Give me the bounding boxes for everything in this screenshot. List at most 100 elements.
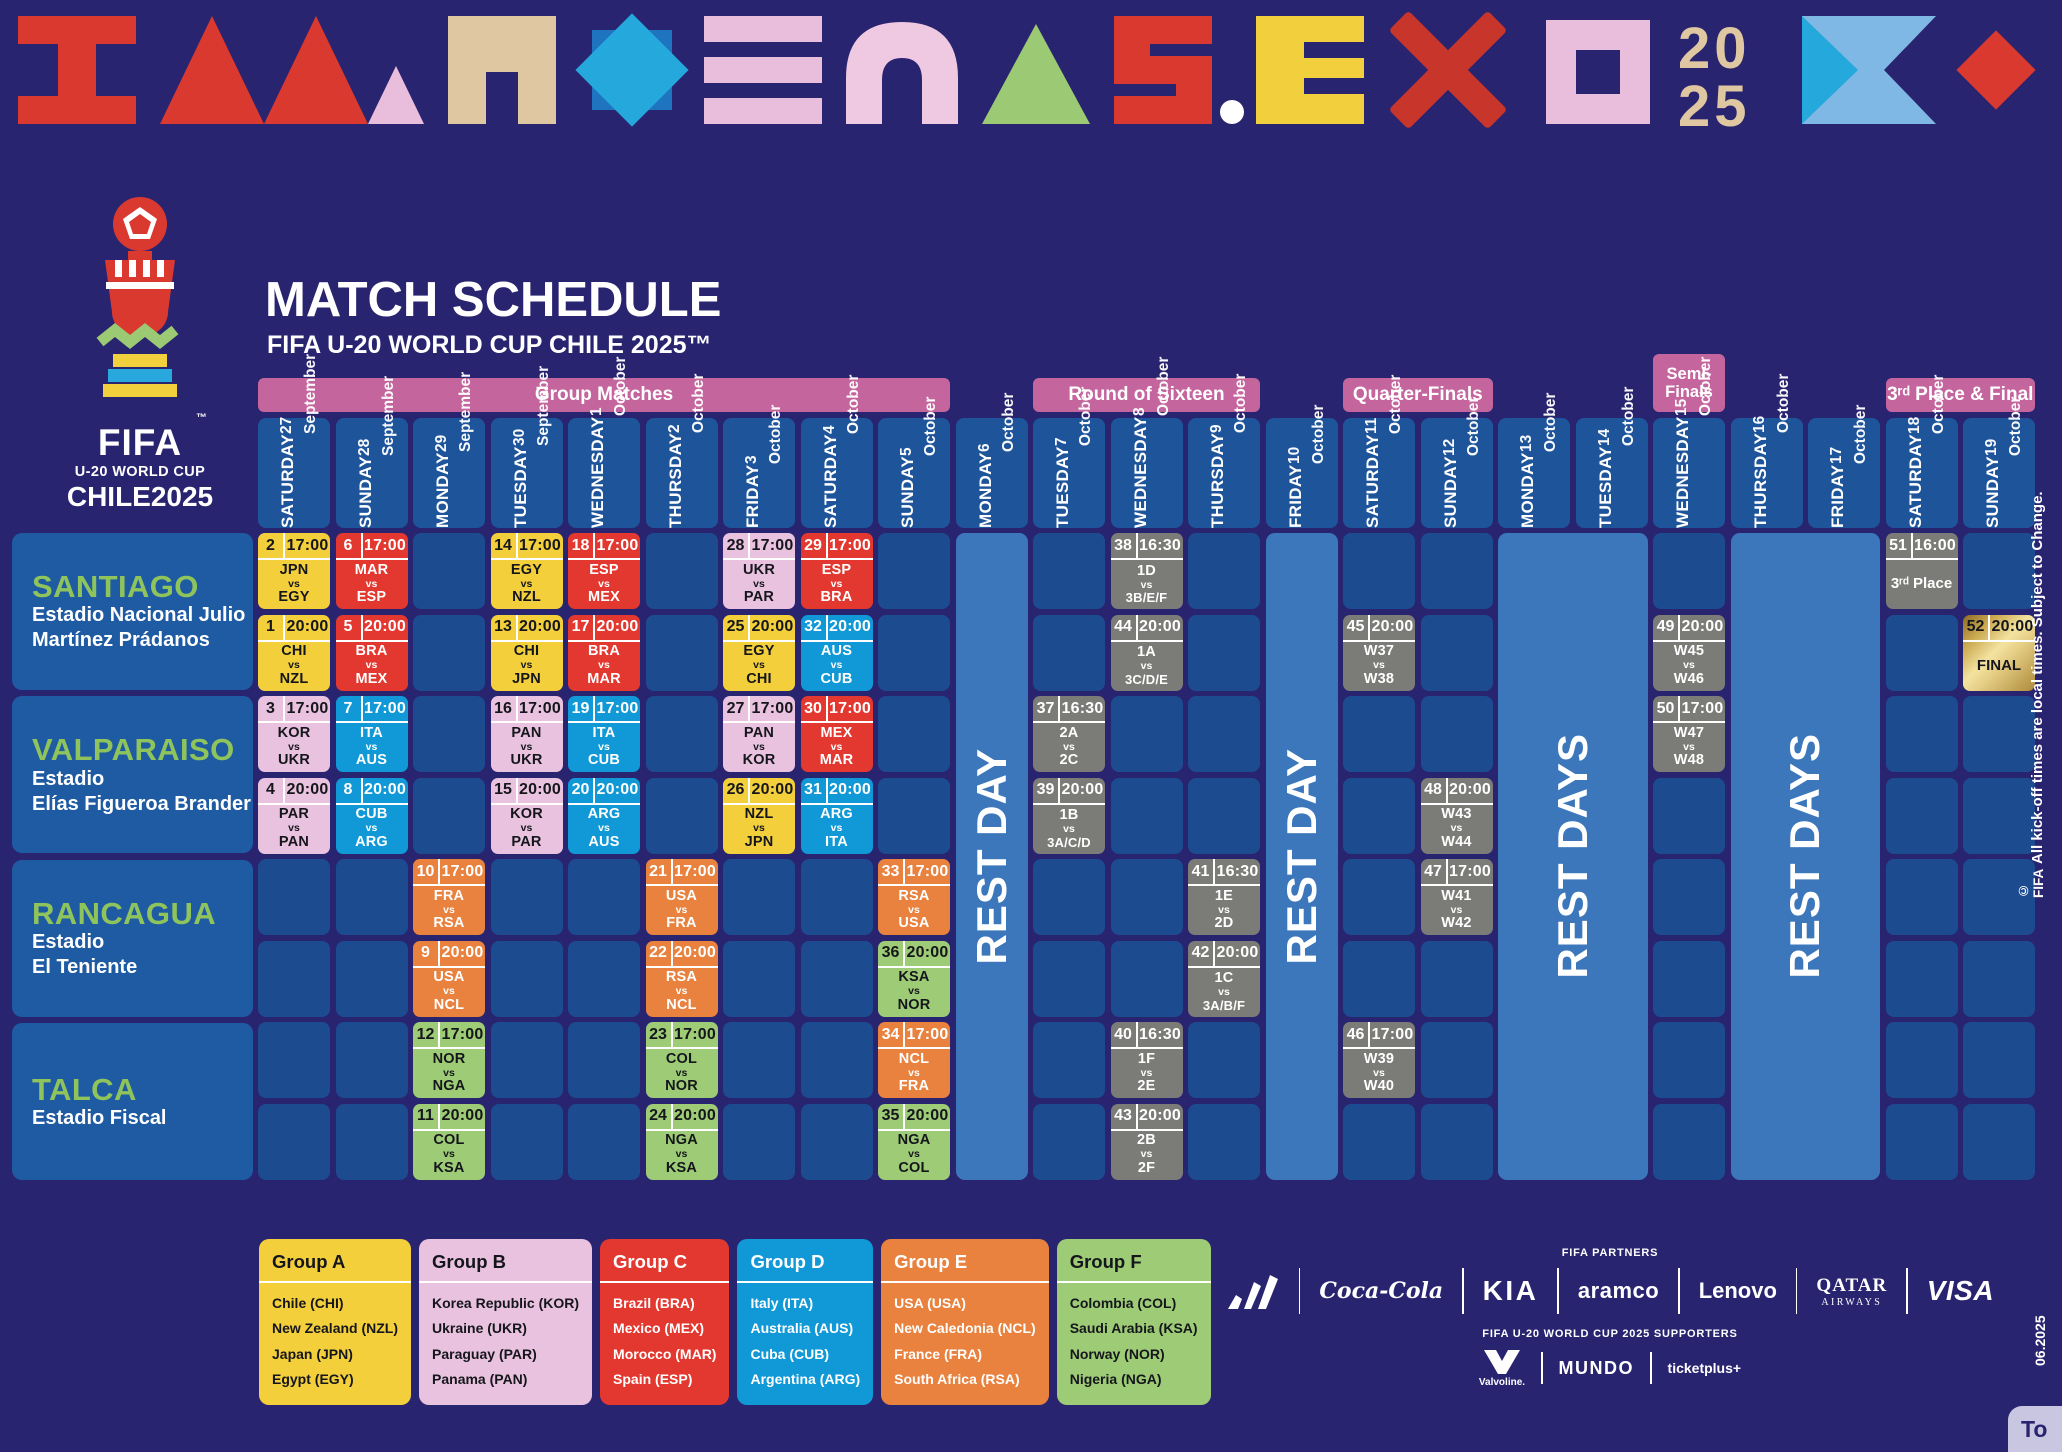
venue-city: TALCA bbox=[32, 1071, 137, 1107]
match-header: 40 16:30 bbox=[1110, 1022, 1183, 1049]
empty-cell bbox=[335, 1022, 408, 1098]
match-cell: 29 17:00 ESP vs BRA bbox=[800, 533, 873, 609]
match-header: 31 20:00 bbox=[800, 777, 873, 805]
airways-word: AIRWAYS bbox=[1821, 1296, 1883, 1308]
group-box-title: Group E bbox=[881, 1249, 1049, 1283]
venue-stadium: Martínez Prádanos bbox=[32, 629, 210, 652]
match-header: 30 17:00 bbox=[800, 696, 873, 723]
match-time: 17:00 bbox=[1371, 1025, 1414, 1043]
empty-cell bbox=[878, 777, 950, 854]
match-header: 46 17:00 bbox=[1343, 1022, 1415, 1049]
match-number: 38 bbox=[1111, 533, 1138, 558]
date-header: SATURDAY 18 October bbox=[1885, 374, 1958, 528]
date-date: 3 October bbox=[743, 404, 784, 464]
vs-label: vs bbox=[365, 577, 378, 590]
group-box-teams: Brazil (BRA) Mexico (MEX) Morocco (MAR) Spa… bbox=[613, 1291, 716, 1393]
group-team: Saudi Arabia (KSA) bbox=[1069, 1320, 1198, 1337]
date-header-text: WEDNESDAY 1 October bbox=[575, 356, 633, 527]
group-team: Chile (CHI) bbox=[272, 1295, 344, 1311]
vs-label: vs bbox=[520, 577, 533, 590]
empty-cell bbox=[878, 614, 950, 691]
banner-year-top: 20 bbox=[1678, 16, 1751, 81]
empty-cell bbox=[413, 696, 485, 772]
home-team: MAR bbox=[354, 561, 389, 578]
sponsor-separator bbox=[1795, 1268, 1798, 1314]
vs-label: vs bbox=[598, 822, 610, 835]
match-cell: 36 20:00 KSA vs NOR bbox=[878, 940, 950, 1017]
partners-row: Coca-Cola KIA aramco Lenovo QATAR AIRWAYS VISA bbox=[1212, 1268, 2008, 1314]
match-number: 17 bbox=[568, 614, 595, 640]
date-header-text: MONDAY 13 October bbox=[1505, 392, 1563, 527]
date-dow: SUNDAY bbox=[1983, 455, 2002, 528]
corner-button[interactable]: To bbox=[2008, 1406, 2062, 1452]
away-team: MEX bbox=[587, 589, 621, 606]
empty-cell bbox=[723, 859, 795, 935]
empty-cell bbox=[645, 696, 718, 772]
empty-cell bbox=[568, 1103, 640, 1180]
match-number: 4 bbox=[258, 777, 285, 803]
match-teams: 1D vs 3B/E/F bbox=[1111, 560, 1183, 609]
match-header: 36 20:00 bbox=[878, 940, 950, 968]
empty-cell bbox=[258, 1022, 330, 1098]
date-dow: SATURDAY bbox=[1363, 433, 1382, 528]
home-team: 1A bbox=[1137, 644, 1156, 661]
group-team: Argentina (ARG) bbox=[750, 1371, 861, 1388]
away-team: JPN bbox=[512, 670, 541, 687]
away-team: W44 bbox=[1441, 833, 1472, 850]
away-team: COL bbox=[898, 1159, 930, 1176]
date-date: 27 September bbox=[278, 353, 319, 434]
kickoff-note: All kick-off times are local times. Subj… bbox=[2029, 491, 2046, 864]
date-date: 6 October bbox=[975, 392, 1017, 452]
match-time: 17:00 bbox=[286, 699, 329, 717]
vs-label: vs bbox=[830, 822, 843, 835]
away-team: MAR bbox=[587, 670, 621, 687]
match-number: 30 bbox=[801, 696, 828, 721]
match-teams: 1E vs 2D bbox=[1188, 886, 1260, 935]
date-date: 1 October bbox=[588, 356, 629, 416]
match-header: 34 17:00 bbox=[878, 1022, 950, 1049]
match-teams: ARG vs AUS bbox=[568, 805, 640, 854]
group-box: Group E USA (USA) New Caledonia (NCL) Franc… bbox=[881, 1239, 1049, 1405]
match-time: 20:00 bbox=[596, 618, 639, 635]
away-team: CUB bbox=[820, 670, 853, 687]
match-number: 15 bbox=[491, 777, 518, 803]
empty-cell bbox=[1188, 777, 1260, 854]
group-box-teams: Korea Republic (KOR) Ukraine (UKR) Paragua… bbox=[432, 1291, 579, 1393]
home-team: AUS bbox=[820, 643, 853, 660]
home-team: KOR bbox=[277, 724, 311, 741]
date-header: TUESDAY 7 October bbox=[1033, 386, 1105, 528]
empty-cell bbox=[723, 1103, 795, 1180]
home-team: NCL bbox=[898, 1050, 930, 1067]
match-cell: 12 17:00 NOR vs NGA bbox=[413, 1022, 485, 1098]
match-cell: 52 20:00 FINAL bbox=[1963, 614, 2035, 691]
vs-label: vs bbox=[520, 740, 533, 753]
away-team: BRA bbox=[820, 589, 853, 606]
away-team: FRA bbox=[666, 915, 697, 932]
group-team: Morocco (MAR) bbox=[613, 1345, 717, 1362]
match-number: 19 bbox=[568, 696, 595, 721]
match-teams: UKR vs PAR bbox=[723, 560, 795, 609]
home-team: RSA bbox=[665, 969, 698, 986]
match-teams: W41 vs W42 bbox=[1421, 886, 1493, 935]
match-cell: 9 20:00 USA vs NCL bbox=[413, 940, 485, 1017]
empty-cell bbox=[1033, 614, 1105, 691]
vs-label: vs bbox=[365, 659, 378, 672]
match-teams: W37 vs W38 bbox=[1343, 642, 1415, 691]
group-box-teams: Colombia (COL) Saudi Arabia (KSA) Norway (… bbox=[1070, 1291, 1198, 1393]
match-cell: 51 16:00 3ʳᵈ Place bbox=[1885, 533, 1958, 609]
away-team: 3C/D/E bbox=[1124, 671, 1169, 687]
match-teams: MAR vs ESP bbox=[336, 560, 408, 609]
date-header-text: SATURDAY 4 October bbox=[808, 374, 866, 527]
match-cell: 16 17:00 PAN vs UKR bbox=[490, 696, 563, 772]
vs-label: vs bbox=[1063, 823, 1075, 836]
away-team: PAN bbox=[278, 833, 310, 850]
away-team: KOR bbox=[742, 752, 776, 769]
date-header-text: MONDAY 29 September bbox=[420, 372, 478, 528]
adidas-logo bbox=[1226, 1273, 1280, 1309]
phase-bar: Quarter-Finals bbox=[1343, 378, 1493, 412]
match-teams: RSA vs NCL bbox=[646, 968, 718, 1017]
match-time: 17:00 bbox=[519, 699, 561, 717]
home-team: ITA bbox=[360, 724, 383, 741]
sponsor-separator bbox=[1541, 1352, 1543, 1384]
match-time: 20:00 bbox=[441, 1107, 484, 1124]
